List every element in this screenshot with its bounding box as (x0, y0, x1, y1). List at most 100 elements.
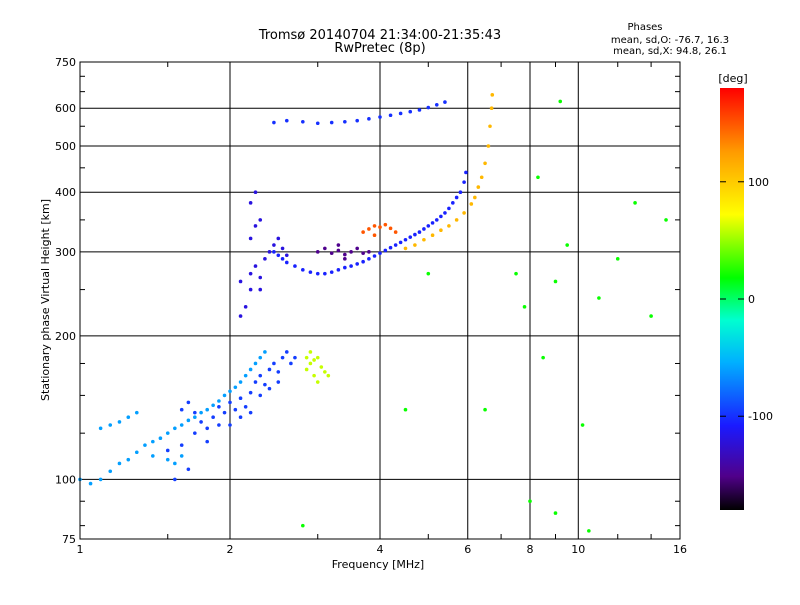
data-point (253, 361, 258, 366)
data-point (413, 243, 417, 247)
data-point (439, 214, 443, 219)
data-point (454, 195, 459, 200)
chart-subtitle: RwPretec (8p) (334, 41, 425, 56)
y-tick-label: 200 (55, 330, 76, 343)
data-point (490, 93, 495, 97)
data-point (193, 410, 197, 415)
data-point (267, 250, 272, 254)
data-point (553, 279, 558, 284)
x-tick-label: 16 (673, 543, 687, 556)
data-point (222, 410, 227, 415)
data-point (117, 461, 122, 466)
data-point (536, 175, 540, 180)
data-point (258, 373, 263, 378)
data-point (372, 224, 377, 228)
data-point (403, 246, 408, 251)
data-point (580, 423, 585, 427)
data-point (378, 251, 382, 256)
data-point (276, 370, 281, 374)
data-point (158, 436, 163, 441)
y-tick-label: 600 (55, 102, 76, 115)
data-point (565, 243, 569, 247)
data-point (372, 254, 377, 258)
data-point (280, 246, 285, 251)
data-point (388, 226, 393, 231)
data-point (108, 469, 113, 474)
data-point (447, 224, 451, 228)
data-point (248, 367, 253, 372)
y-tick-label: 75 (62, 533, 76, 546)
data-point (315, 271, 320, 276)
data-point (284, 260, 289, 265)
data-points (78, 93, 668, 533)
data-point (522, 305, 527, 309)
data-point (462, 180, 466, 184)
data-point (388, 245, 393, 250)
data-point (280, 355, 285, 360)
data-point (304, 355, 309, 360)
data-point (253, 264, 258, 268)
data-point (284, 118, 289, 123)
data-point (367, 117, 371, 121)
data-point (597, 296, 601, 300)
data-point (151, 439, 155, 444)
data-point (108, 423, 113, 427)
data-point (233, 407, 238, 412)
data-point (186, 418, 191, 423)
data-point (243, 404, 248, 409)
data-point (263, 257, 267, 261)
data-point (289, 361, 293, 366)
data-point (454, 218, 459, 222)
data-point (355, 246, 359, 251)
data-point (398, 111, 403, 116)
data-point (272, 361, 276, 366)
data-point (253, 224, 258, 228)
data-point (233, 385, 238, 390)
data-point (434, 218, 439, 222)
data-point (541, 355, 545, 360)
data-point (272, 250, 276, 254)
data-point (403, 237, 408, 242)
data-point (479, 175, 484, 180)
data-point (343, 257, 347, 261)
colorbar-label: [deg] (718, 72, 747, 85)
y-tick-label: 100 (55, 473, 76, 486)
chart-title: Tromsø 20140704 21:34:00-21:35:43 (258, 28, 501, 43)
colorbar-tick-label: 0 (748, 293, 755, 306)
data-point (483, 161, 487, 166)
data-point (253, 380, 258, 384)
data-point (473, 195, 477, 200)
series-group (315, 243, 371, 261)
data-point (165, 431, 170, 435)
data-point (199, 410, 203, 415)
data-point (258, 275, 263, 280)
y-tick-label: 750 (55, 56, 76, 69)
data-point (323, 370, 327, 374)
data-point (304, 367, 309, 372)
data-point (165, 448, 170, 453)
data-point (451, 201, 455, 205)
data-point (211, 403, 215, 408)
data-point (315, 355, 320, 360)
data-point (315, 250, 320, 254)
data-point (422, 237, 426, 242)
data-point (343, 252, 347, 257)
data-point (489, 106, 494, 111)
data-point (469, 202, 474, 206)
data-point (301, 268, 305, 272)
y-tick-label: 500 (55, 140, 76, 153)
data-point (323, 246, 327, 251)
colorbar-ticks: 100 0 -100 (720, 176, 773, 423)
data-point (312, 373, 316, 378)
stats-o-mode: mean, sd,O: -76.7, 16.3 (611, 35, 729, 46)
data-point (329, 251, 334, 256)
data-point (217, 399, 221, 403)
data-point (430, 233, 435, 238)
data-point (238, 279, 243, 284)
data-point (272, 120, 276, 125)
data-point (143, 443, 147, 447)
x-axis-label: Frequency [MHz] (332, 558, 424, 571)
data-point (439, 228, 443, 232)
data-point (272, 243, 276, 247)
x-tick-label: 10 (571, 543, 585, 556)
